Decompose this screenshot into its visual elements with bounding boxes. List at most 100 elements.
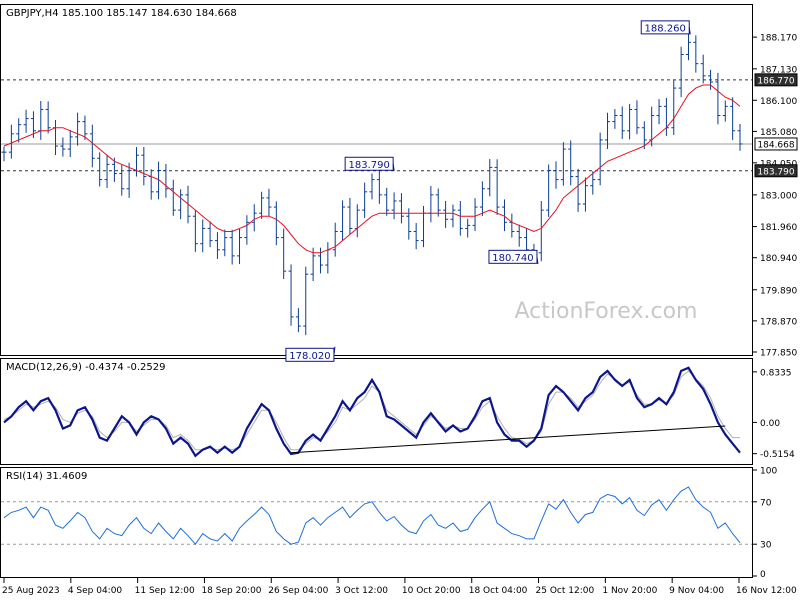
price-bar	[170, 179, 176, 216]
price-tick-label: 183.000	[760, 191, 797, 201]
price-bar	[119, 164, 125, 196]
price-bar	[605, 112, 611, 150]
rsi-title: RSI(14) 31.4609	[6, 471, 87, 482]
price-bar	[722, 100, 728, 122]
price-bar	[516, 224, 522, 247]
price-bar	[67, 129, 73, 157]
price-bar	[16, 118, 22, 143]
price-bar	[156, 161, 162, 200]
price-bar	[472, 198, 478, 232]
price-bar	[317, 247, 323, 274]
price-bar	[178, 189, 184, 220]
price-y-axis: 188.170187.130186.100185.080184.050183.0…	[752, 34, 798, 359]
price-bar	[685, 33, 691, 61]
price-series	[1, 33, 743, 336]
price-bar	[619, 106, 625, 139]
price-bar	[656, 99, 662, 125]
price-bar	[538, 200, 544, 262]
price-bar	[612, 109, 618, 129]
price-bar	[568, 140, 574, 186]
price-annotations: 188.260 183.790 180.740 178.020	[285, 20, 691, 362]
price-tick-label: 187.130	[760, 65, 797, 75]
price-bar	[237, 229, 243, 265]
x-tick-label: 3 Oct 12:00	[335, 586, 388, 596]
price-bar	[443, 200, 449, 228]
rsi-tick-label: 70	[760, 498, 772, 508]
annotation-connector	[333, 346, 336, 355]
price-bar	[222, 229, 228, 257]
price-bar	[244, 215, 250, 245]
price-bar	[362, 182, 368, 218]
annotation-label: 178.020	[289, 351, 330, 362]
level-tag-box	[754, 164, 798, 178]
level-tag-box	[754, 137, 798, 151]
macd-trendline	[291, 425, 726, 454]
level-tag-label: 184.668	[757, 140, 794, 150]
price-levels	[1, 79, 752, 172]
price-bar	[288, 264, 294, 326]
price-bar	[693, 35, 699, 73]
rsi-tick-label: 0	[760, 570, 766, 580]
moving-average-line	[3, 84, 741, 254]
price-bar	[60, 137, 66, 157]
macd-y-axis: 0.8335 0.00 -0.5154	[752, 368, 795, 460]
price-panel	[0, 4, 753, 356]
price-bar	[501, 199, 507, 232]
x-tick-label: 10 Oct 20:00	[402, 586, 461, 596]
macd-tick-label: -0.5154	[760, 450, 795, 460]
x-tick-label: 18 Oct 04:00	[469, 586, 528, 596]
price-bar	[89, 124, 95, 168]
rsi-tick-label: 100	[760, 467, 777, 477]
price-bar	[560, 142, 566, 186]
price-bar	[450, 204, 456, 228]
price-bar	[23, 109, 29, 133]
level-tag-label: 183.790	[757, 167, 794, 177]
macd-title: MACD(12,26,9) -0.4374 -0.2529	[6, 362, 166, 373]
price-tick-label: 177.850	[760, 349, 797, 359]
price-bar	[590, 171, 596, 195]
price-bar	[295, 308, 301, 333]
price-bar	[273, 201, 279, 246]
price-tick-label: 179.890	[760, 286, 797, 296]
price-bar	[582, 177, 588, 212]
price-bar	[715, 72, 721, 125]
annotation-connector	[688, 27, 691, 35]
price-bar	[369, 173, 375, 200]
price-bar	[200, 219, 206, 253]
price-bar	[104, 155, 110, 189]
price-bar	[303, 266, 309, 336]
rsi-y-axis: 100 70 30 0	[752, 467, 777, 580]
price-bar	[141, 146, 147, 186]
price-bar	[671, 80, 677, 135]
price-tick-label: 178.870	[760, 317, 797, 327]
price-bar	[8, 124, 14, 159]
price-bar	[413, 223, 419, 250]
price-bar	[281, 228, 287, 280]
price-bar	[708, 69, 714, 90]
price-bar	[487, 159, 493, 197]
price-bar	[384, 187, 390, 216]
price-title: GBPJPY,H4 185.100 185.147 184.630 184.66…	[6, 8, 237, 19]
price-bar	[678, 46, 684, 98]
price-bar	[266, 188, 272, 217]
level-tag-box	[754, 73, 798, 87]
x-tick-label: 11 Sep 12:00	[135, 586, 195, 596]
price-bar	[251, 204, 257, 232]
macd-line	[3, 366, 741, 458]
price-tick-label: 186.100	[760, 97, 797, 107]
price-bar	[457, 201, 463, 236]
price-bar	[435, 188, 441, 217]
watermark: ActionForex.com	[515, 299, 698, 324]
price-bar	[641, 121, 647, 150]
price-bar	[1, 146, 7, 162]
x-tick-label: 4 Sep 04:00	[68, 586, 123, 596]
price-bar	[634, 100, 640, 135]
annotation-connector	[392, 163, 395, 171]
price-bar	[259, 191, 265, 219]
x-tick-label: 18 Sep 20:00	[201, 586, 261, 596]
price-bar	[553, 161, 559, 189]
price-bar	[45, 101, 51, 134]
annotation-label: 183.790	[348, 160, 389, 171]
